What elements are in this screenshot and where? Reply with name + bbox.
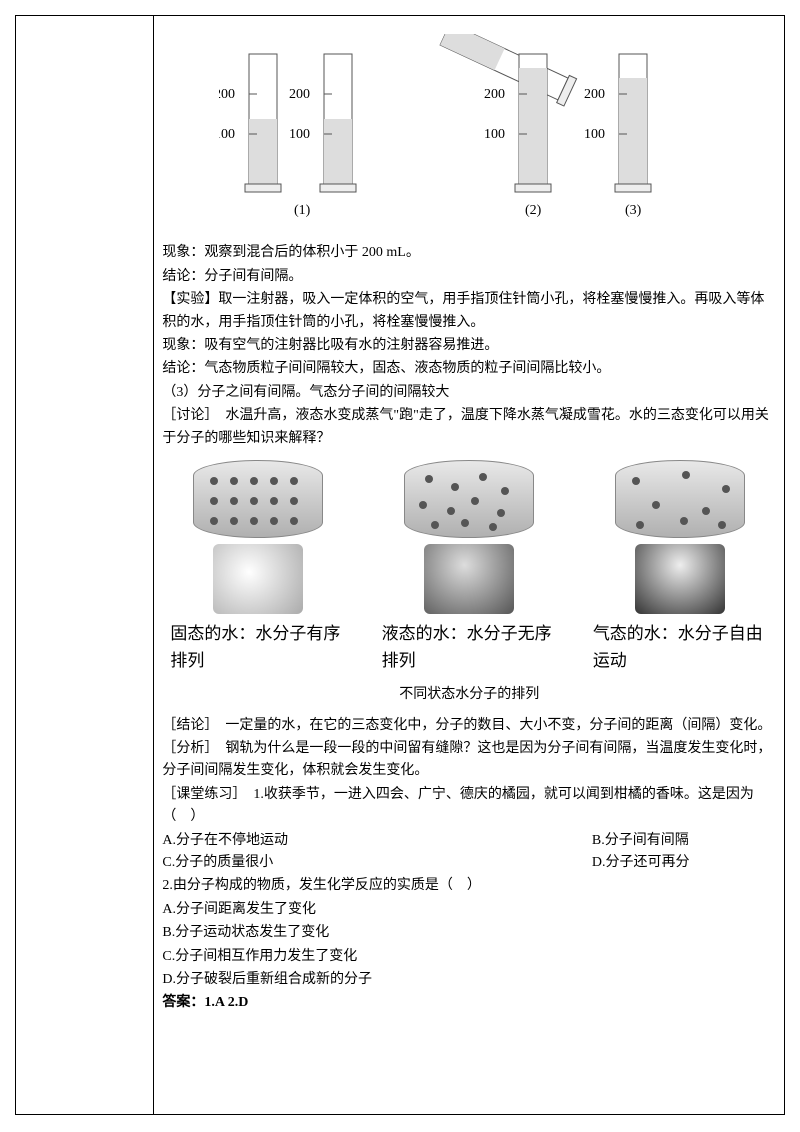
tick-100: 100: [219, 127, 235, 142]
text-line: 【实验】取一注射器，吸入一定体积的空气，用手指顶住针筒小孔，将栓塞慢慢推入。再吸…: [162, 289, 776, 334]
text-line: 现象：吸有空气的注射器比吸有水的注射器容易推进。: [162, 335, 776, 357]
content-table: 200 100 200 100 (: [15, 15, 785, 1115]
text-line: ［讨论］ 水温升高，液态水变成蒸气"跑"走了，温度下降水蒸气凝成雪花。水的三态变…: [162, 405, 776, 450]
answers: 答案：1.A 2.D: [162, 992, 776, 1014]
q2-stem: 2.由分子构成的物质，发生化学反应的实质是（ ）: [162, 875, 776, 897]
right-content-cell: 200 100 200 100 (: [154, 16, 785, 1115]
solid-matrix-icon: [193, 460, 323, 538]
svg-text:200: 200: [484, 87, 505, 102]
liquid-matrix-icon: [404, 460, 534, 538]
q1-c: C.分子的质量很小: [162, 852, 273, 874]
text-line: 结论：气态物质粒子间间隔较大，固态、液态物质的粒子间间隔比较小。: [162, 358, 776, 380]
gas-photo-icon: [635, 544, 725, 614]
q1-row-cd: C.分子的质量很小 D.分子还可再分: [162, 852, 776, 874]
q1-a: A.分子在不停地运动: [162, 830, 288, 852]
q2-b: B.分子运动状态发生了变化: [162, 922, 776, 944]
q2-c: C.分子间相互作用力发生了变化: [162, 946, 776, 968]
gas-label: 气态的水：水分子自由运动: [585, 620, 776, 674]
text-line: 现象：观察到混合后的体积小于 200 mL。: [162, 242, 776, 264]
liquid-label: 液态的水：水分子无序排列: [374, 620, 565, 674]
ice-photo-icon: [213, 544, 303, 614]
states-caption: 不同状态水分子的排列: [162, 684, 776, 706]
svg-text:200: 200: [584, 87, 605, 102]
svg-text:100: 100: [484, 127, 505, 142]
solid-label: 固态的水：水分子有序排列: [162, 620, 353, 674]
svg-text:100: 100: [584, 127, 605, 142]
left-empty-cell: [16, 16, 154, 1115]
q2-d: D.分子破裂后重新组合成新的分子: [162, 969, 776, 991]
text-line: ［结论］ 一定量的水，在它的三态变化中，分子的数目、大小不变，分子间的距离（间隔…: [162, 715, 776, 737]
state-liquid: 液态的水：水分子无序排列: [374, 460, 565, 674]
q2-a: A.分子间距离发生了变化: [162, 899, 776, 921]
tick-200: 200: [219, 87, 235, 102]
water-photo-icon: [424, 544, 514, 614]
text-line: ［课堂练习］ 1.收获季节，一进入四会、广宁、德庆的橘园，就可以闻到柑橘的香味。…: [162, 784, 776, 829]
text-line: 结论：分子间有间隔。: [162, 266, 776, 288]
group-2: (2): [525, 203, 542, 218]
svg-text:200: 200: [289, 87, 310, 102]
q1-row-ab: A.分子在不停地运动 B.分子间有间隔: [162, 830, 776, 852]
group-3: (3): [625, 203, 642, 218]
q1-b: B.分子间有间隔: [592, 830, 776, 852]
states-figure: 固态的水：水分子有序排列 液态的水：水分子无序排列: [162, 460, 776, 674]
text-line: （3）分子之间有间隔。气态分子间的间隔较大: [162, 382, 776, 404]
state-gas: 气态的水：水分子自由运动: [585, 460, 776, 674]
svg-text:100: 100: [289, 127, 310, 142]
gas-matrix-icon: [615, 460, 745, 538]
state-solid: 固态的水：水分子有序排列: [162, 460, 353, 674]
cylinders-figure: 200 100 200 100 (: [162, 34, 776, 232]
text-line: ［分析］ 钢轨为什么是一段一段的中间留有缝隙？这也是因为分子间有间隔，当温度发生…: [162, 738, 776, 783]
q1-d: D.分子还可再分: [592, 852, 776, 874]
group-1: (1): [294, 203, 311, 218]
